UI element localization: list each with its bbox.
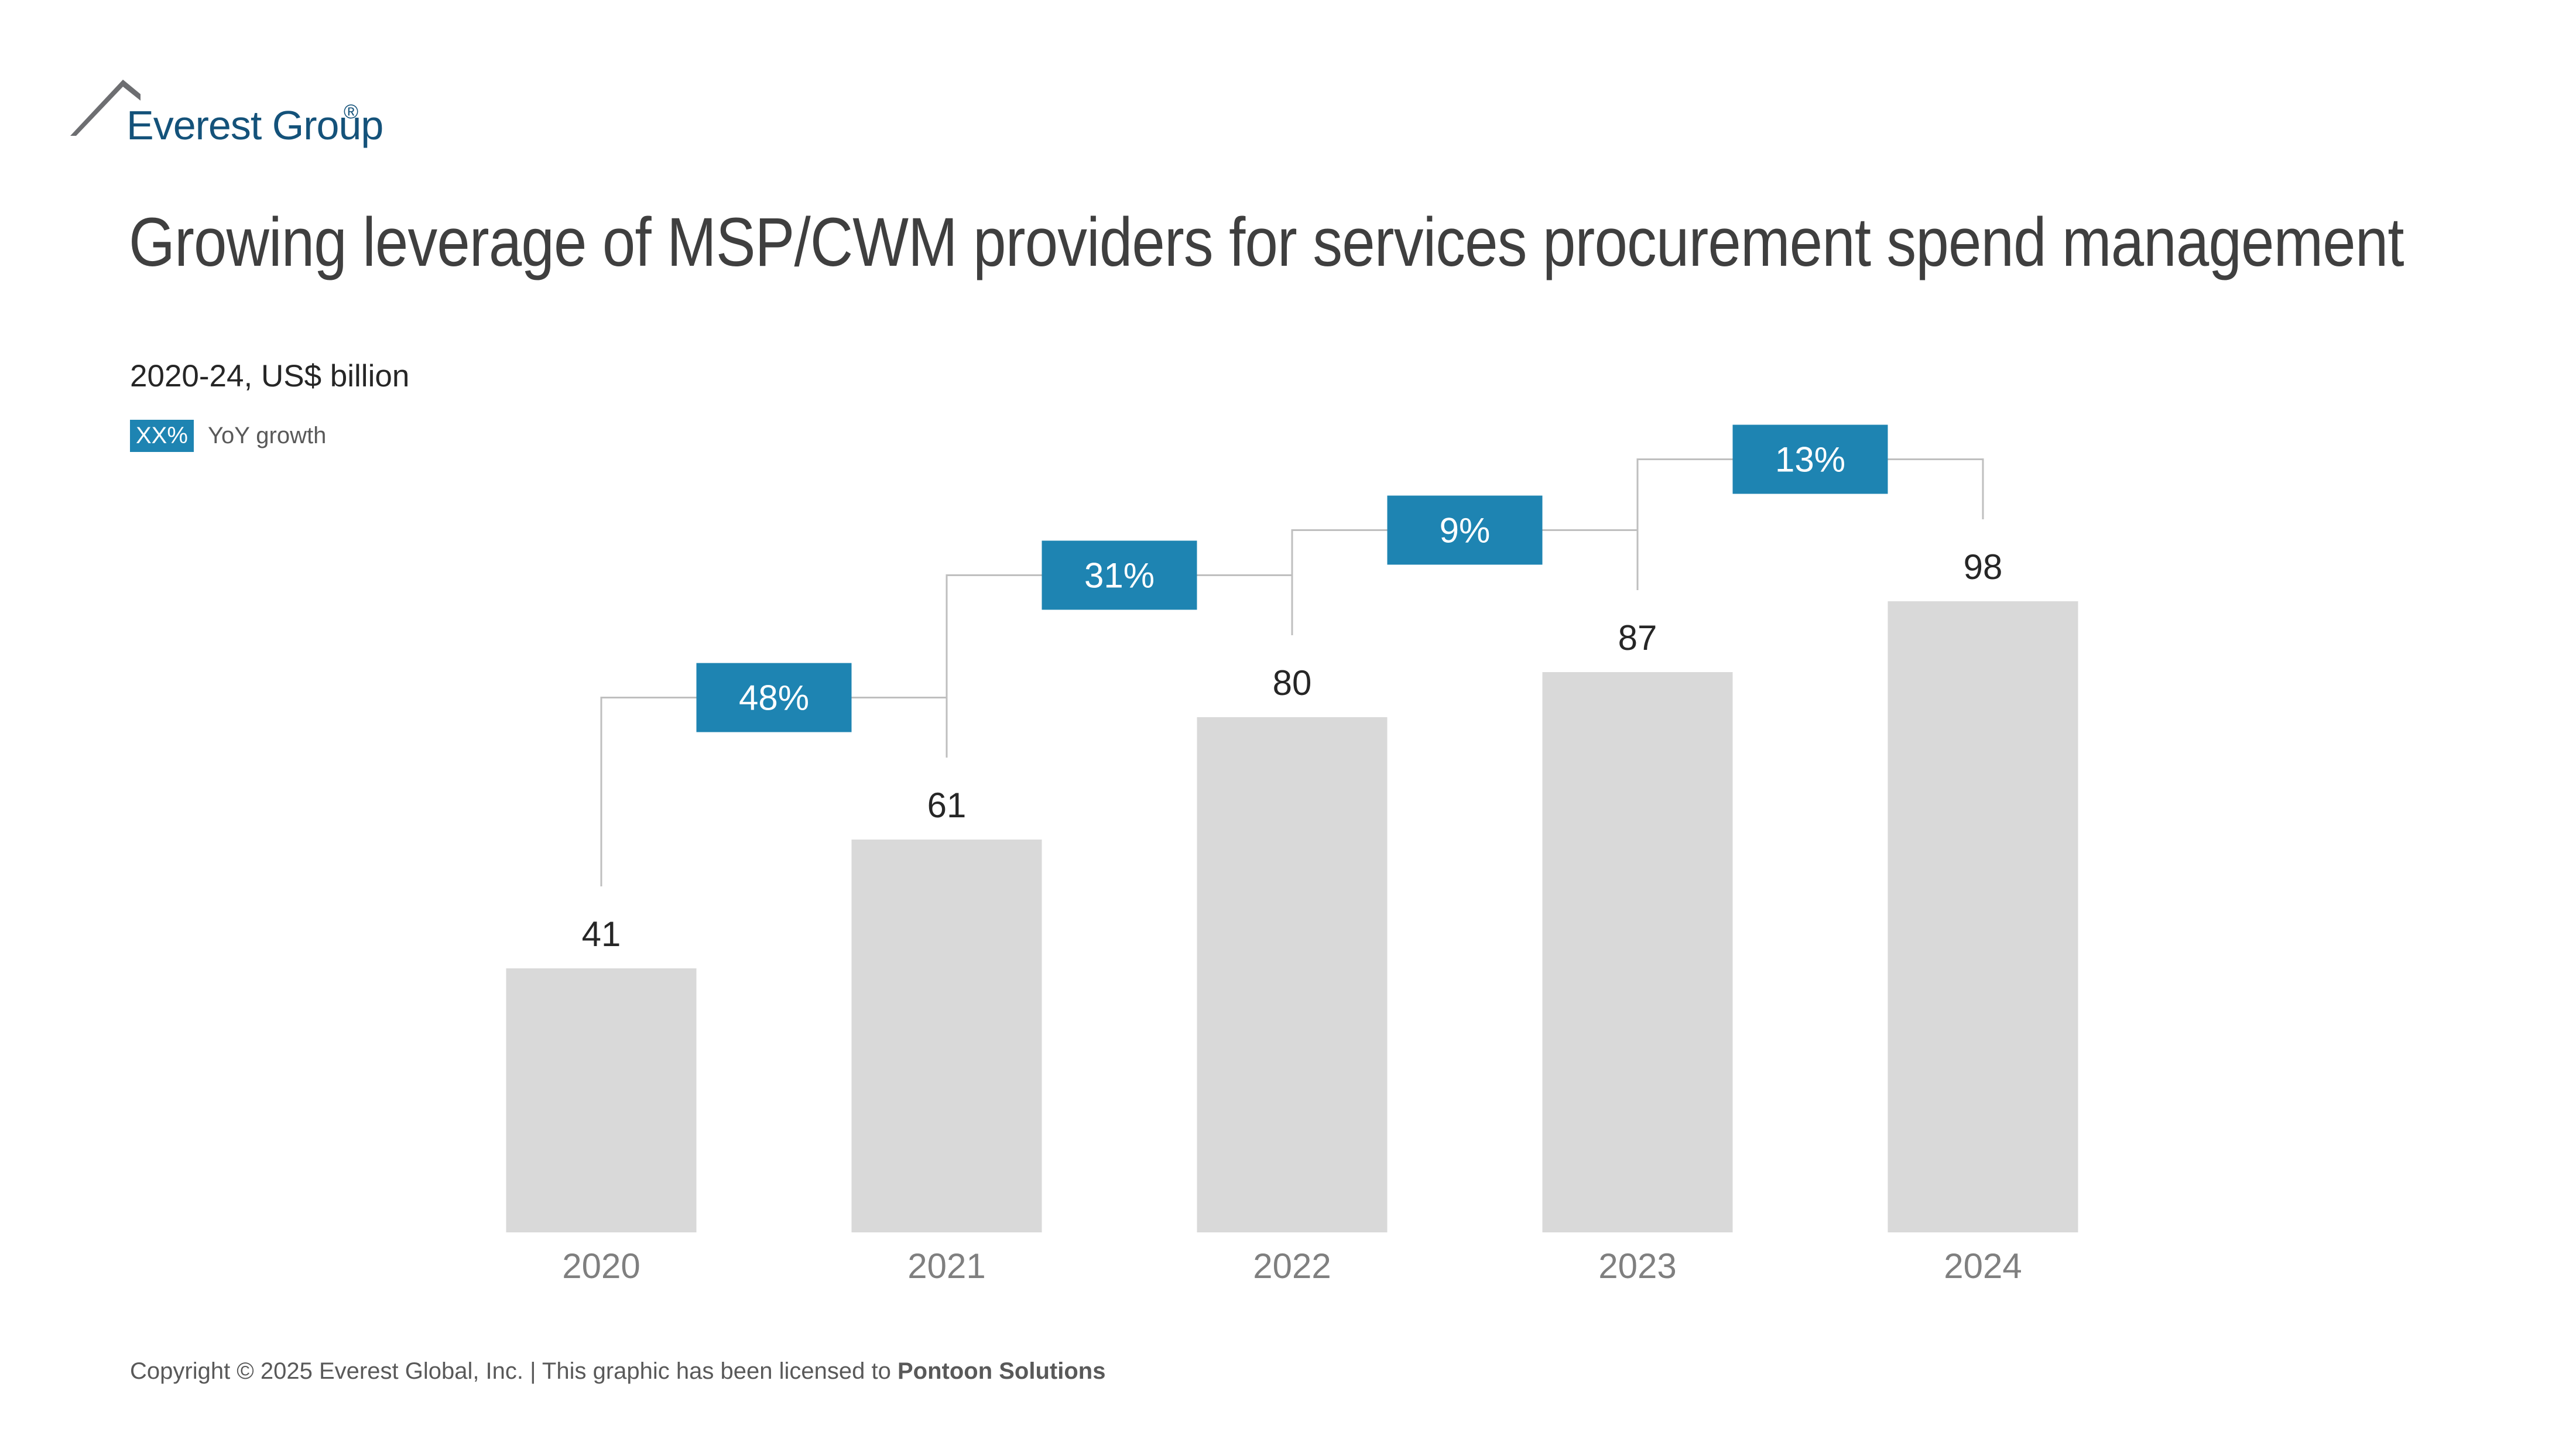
value-label-2022: 80 bbox=[1273, 663, 1312, 703]
growth-label-2024: 13% bbox=[1775, 440, 1845, 479]
page-title: Growing leverage of MSP/CWM providers fo… bbox=[129, 204, 2404, 281]
chart-subtitle: 2020-24, US$ billion bbox=[130, 359, 410, 393]
growth-labels: 48% 31% 9% 13% bbox=[696, 424, 1888, 732]
logo-registered-mark: ® bbox=[344, 101, 359, 123]
x-tick-2024: 2024 bbox=[1944, 1246, 2022, 1286]
bar-2021 bbox=[851, 840, 1042, 1232]
mountain-peak-icon bbox=[70, 80, 141, 136]
x-tick-2023: 2023 bbox=[1598, 1246, 1676, 1286]
value-label-2024: 98 bbox=[1964, 547, 2003, 587]
growth-box-2021 bbox=[696, 663, 852, 732]
bar-2024 bbox=[1888, 601, 2078, 1232]
x-tick-2022: 2022 bbox=[1253, 1246, 1331, 1286]
growth-box-2022 bbox=[1042, 540, 1197, 610]
value-label-2020: 41 bbox=[582, 914, 621, 954]
footer-text: Copyright © 2025 Everest Global, Inc. | … bbox=[130, 1358, 898, 1384]
growth-label-2021: 48% bbox=[739, 679, 809, 718]
value-label-2021: 61 bbox=[927, 786, 967, 825]
bar-2023 bbox=[1542, 672, 1733, 1232]
growth-box-2024 bbox=[1732, 424, 1888, 494]
logo-wordmark: Everest Group bbox=[126, 102, 383, 148]
x-tick-2020: 2020 bbox=[562, 1246, 640, 1286]
x-axis-ticks: 2020 2021 2022 2023 2024 bbox=[562, 1246, 2022, 1286]
growth-label-2022: 31% bbox=[1084, 556, 1155, 595]
footer-licensee: Pontoon Solutions bbox=[897, 1358, 1106, 1384]
legend-swatch: XX% bbox=[130, 420, 194, 452]
value-labels: 41 61 80 87 98 bbox=[582, 547, 2003, 954]
x-tick-2021: 2021 bbox=[907, 1246, 985, 1286]
growth-label-2023: 9% bbox=[1440, 511, 1491, 550]
legend-label: YoY growth bbox=[207, 423, 327, 448]
value-label-2023: 87 bbox=[1618, 618, 1657, 657]
bars bbox=[506, 601, 2078, 1232]
growth-box-2023 bbox=[1387, 495, 1543, 565]
bar-2022 bbox=[1197, 717, 1388, 1232]
everest-group-logo: Everest Group ® bbox=[70, 75, 398, 163]
copyright-footer: Copyright © 2025 Everest Global, Inc. | … bbox=[130, 1358, 1105, 1385]
legend: XX% YoY growth bbox=[130, 420, 326, 452]
bar-2020 bbox=[506, 968, 697, 1232]
